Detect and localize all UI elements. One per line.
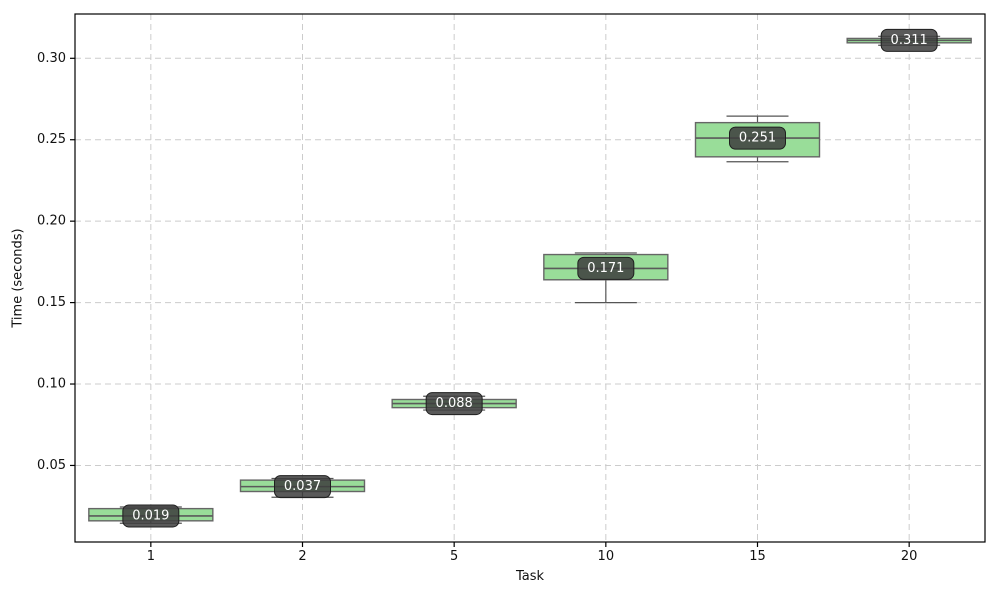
median-annotation-task-20: 0.311 — [880, 28, 938, 52]
plot-border — [74, 13, 986, 543]
annotation-value: 0.311 — [891, 33, 928, 48]
median-annotation-task-15: 0.251 — [729, 126, 786, 150]
median-annotation-task-10: 0.171 — [577, 256, 635, 280]
median-annotation-task-1: 0.019 — [122, 504, 180, 528]
annotation-box — [274, 475, 331, 499]
annotation-value: 0.171 — [587, 261, 624, 276]
y-tick-label: 0.25 — [37, 132, 66, 147]
y-tick-label: 0.15 — [37, 295, 66, 310]
x-tick-label: 1 — [147, 549, 155, 564]
annotation-box — [577, 256, 635, 280]
y-axis-title: Time (seconds) — [10, 228, 26, 328]
x-tick-label: 15 — [749, 549, 766, 564]
annotation-box — [122, 504, 180, 528]
y-tick-label: 0.30 — [37, 51, 66, 66]
annotation-box — [729, 126, 786, 150]
median-annotation-task-5: 0.088 — [425, 392, 483, 416]
annotation-box — [425, 392, 483, 416]
y-tick-label: 0.20 — [37, 214, 66, 229]
annotation-value: 0.037 — [284, 479, 321, 494]
x-tick-label: 2 — [298, 549, 306, 564]
y-tick-label: 0.10 — [37, 377, 66, 392]
x-tick-label: 10 — [598, 549, 615, 564]
median-annotation-task-2: 0.037 — [274, 475, 331, 499]
annotation-value: 0.251 — [739, 131, 776, 146]
x-tick-label: 20 — [901, 549, 918, 564]
annotation-box — [880, 28, 938, 52]
x-tick-label: 5 — [450, 549, 458, 564]
x-axis-title: Task — [515, 569, 545, 584]
annotation-value: 0.088 — [436, 396, 473, 411]
annotation-value: 0.019 — [132, 508, 169, 523]
y-tick-label: 0.05 — [37, 458, 66, 473]
